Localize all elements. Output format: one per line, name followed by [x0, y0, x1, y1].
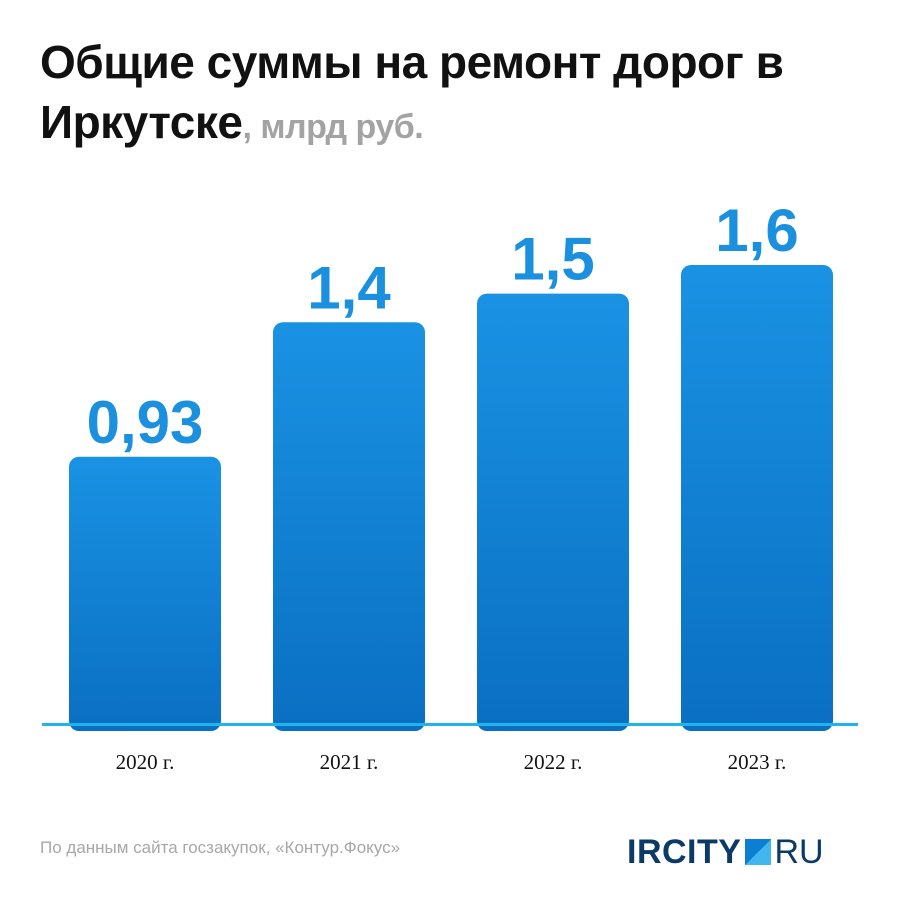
bar-chart: 0,93 1,4 1,5 1,6 2020 г. 2021 г. 2022 г. 2023 … — [42, 197, 858, 774]
bar-value-label-0: 0,93 — [87, 389, 204, 456]
bar-3 — [681, 265, 833, 731]
ircity-logo: IRCITY RU — [627, 832, 824, 872]
x-tick-label-0: 2020 г. — [116, 750, 175, 774]
bars-group — [69, 265, 833, 731]
bar-value-label-1: 1,4 — [307, 254, 391, 321]
title-main: Общие суммы на ремонт дорог в Иркутске — [40, 36, 784, 148]
bar-value-label-3: 1,6 — [715, 197, 798, 264]
bar-value-label-2: 1,5 — [511, 226, 594, 293]
source-note: По данным сайта госзакупок, «Контур.Фоку… — [40, 838, 401, 857]
bar-1 — [273, 322, 425, 731]
value-labels-group: 0,93 1,4 1,5 1,6 — [87, 197, 799, 456]
x-tick-label-3: 2023 г. — [728, 750, 787, 774]
title-unit: , млрд руб. — [242, 108, 424, 146]
bar-0 — [69, 456, 221, 731]
tick-labels-group: 2020 г. 2021 г. 2022 г. 2023 г. — [116, 750, 787, 774]
x-axis-baseline — [42, 723, 858, 726]
bar-2 — [477, 293, 629, 731]
logo-text-right: RU — [774, 832, 824, 871]
x-tick-label-1: 2021 г. — [320, 750, 379, 774]
x-tick-label-2: 2022 г. — [524, 750, 583, 774]
logo-text-left: IRCITY — [627, 832, 742, 871]
chart-title: Общие суммы на ремонт дорог в Иркутске, … — [40, 32, 860, 157]
logo-square-icon — [745, 839, 772, 865]
